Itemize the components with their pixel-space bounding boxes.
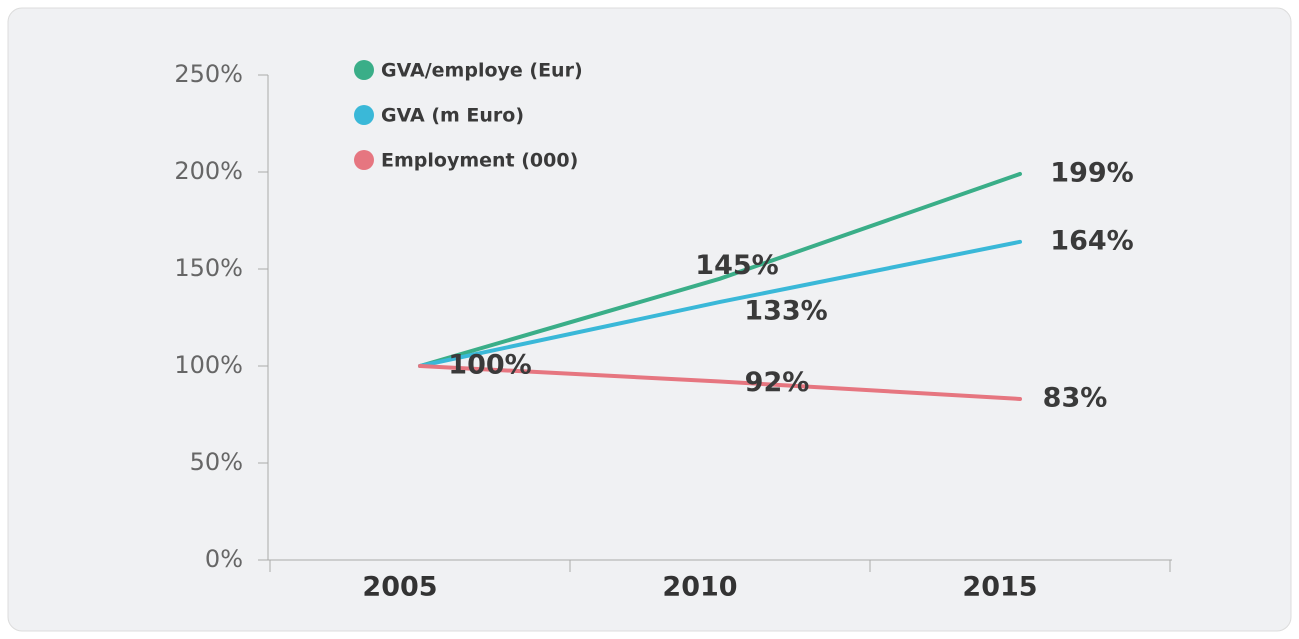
- y-tick-label: 50%: [190, 448, 243, 476]
- x-tick-label: 2015: [962, 572, 1037, 603]
- x-tick-label: 2010: [662, 572, 737, 603]
- y-tick-label: 100%: [174, 351, 243, 379]
- data-label: 164%: [1050, 225, 1133, 256]
- data-label: 92%: [745, 367, 810, 398]
- legend-marker: [354, 150, 374, 170]
- y-tick-label: 250%: [174, 60, 243, 88]
- legend-label: Employment (000): [381, 150, 578, 172]
- legend-marker: [354, 60, 374, 80]
- chart-background: [7, 7, 1292, 632]
- legend-label: GVA/employe (Eur): [381, 60, 583, 82]
- y-tick-label: 150%: [174, 254, 243, 282]
- data-label: 83%: [1043, 382, 1108, 413]
- data-label: 133%: [744, 295, 827, 326]
- line-series: [418, 171, 1022, 368]
- data-label: 199%: [1050, 157, 1133, 188]
- line-series: [418, 364, 1022, 401]
- y-tick-label: 0%: [205, 545, 243, 573]
- legend-label: GVA (m Euro): [381, 105, 524, 127]
- y-tick-label: 200%: [174, 157, 243, 185]
- data-label: 100%: [448, 350, 531, 381]
- legend-marker: [354, 105, 374, 125]
- data-label: 145%: [695, 250, 778, 281]
- line-series: [418, 239, 1022, 368]
- x-tick-label: 2005: [362, 572, 437, 603]
